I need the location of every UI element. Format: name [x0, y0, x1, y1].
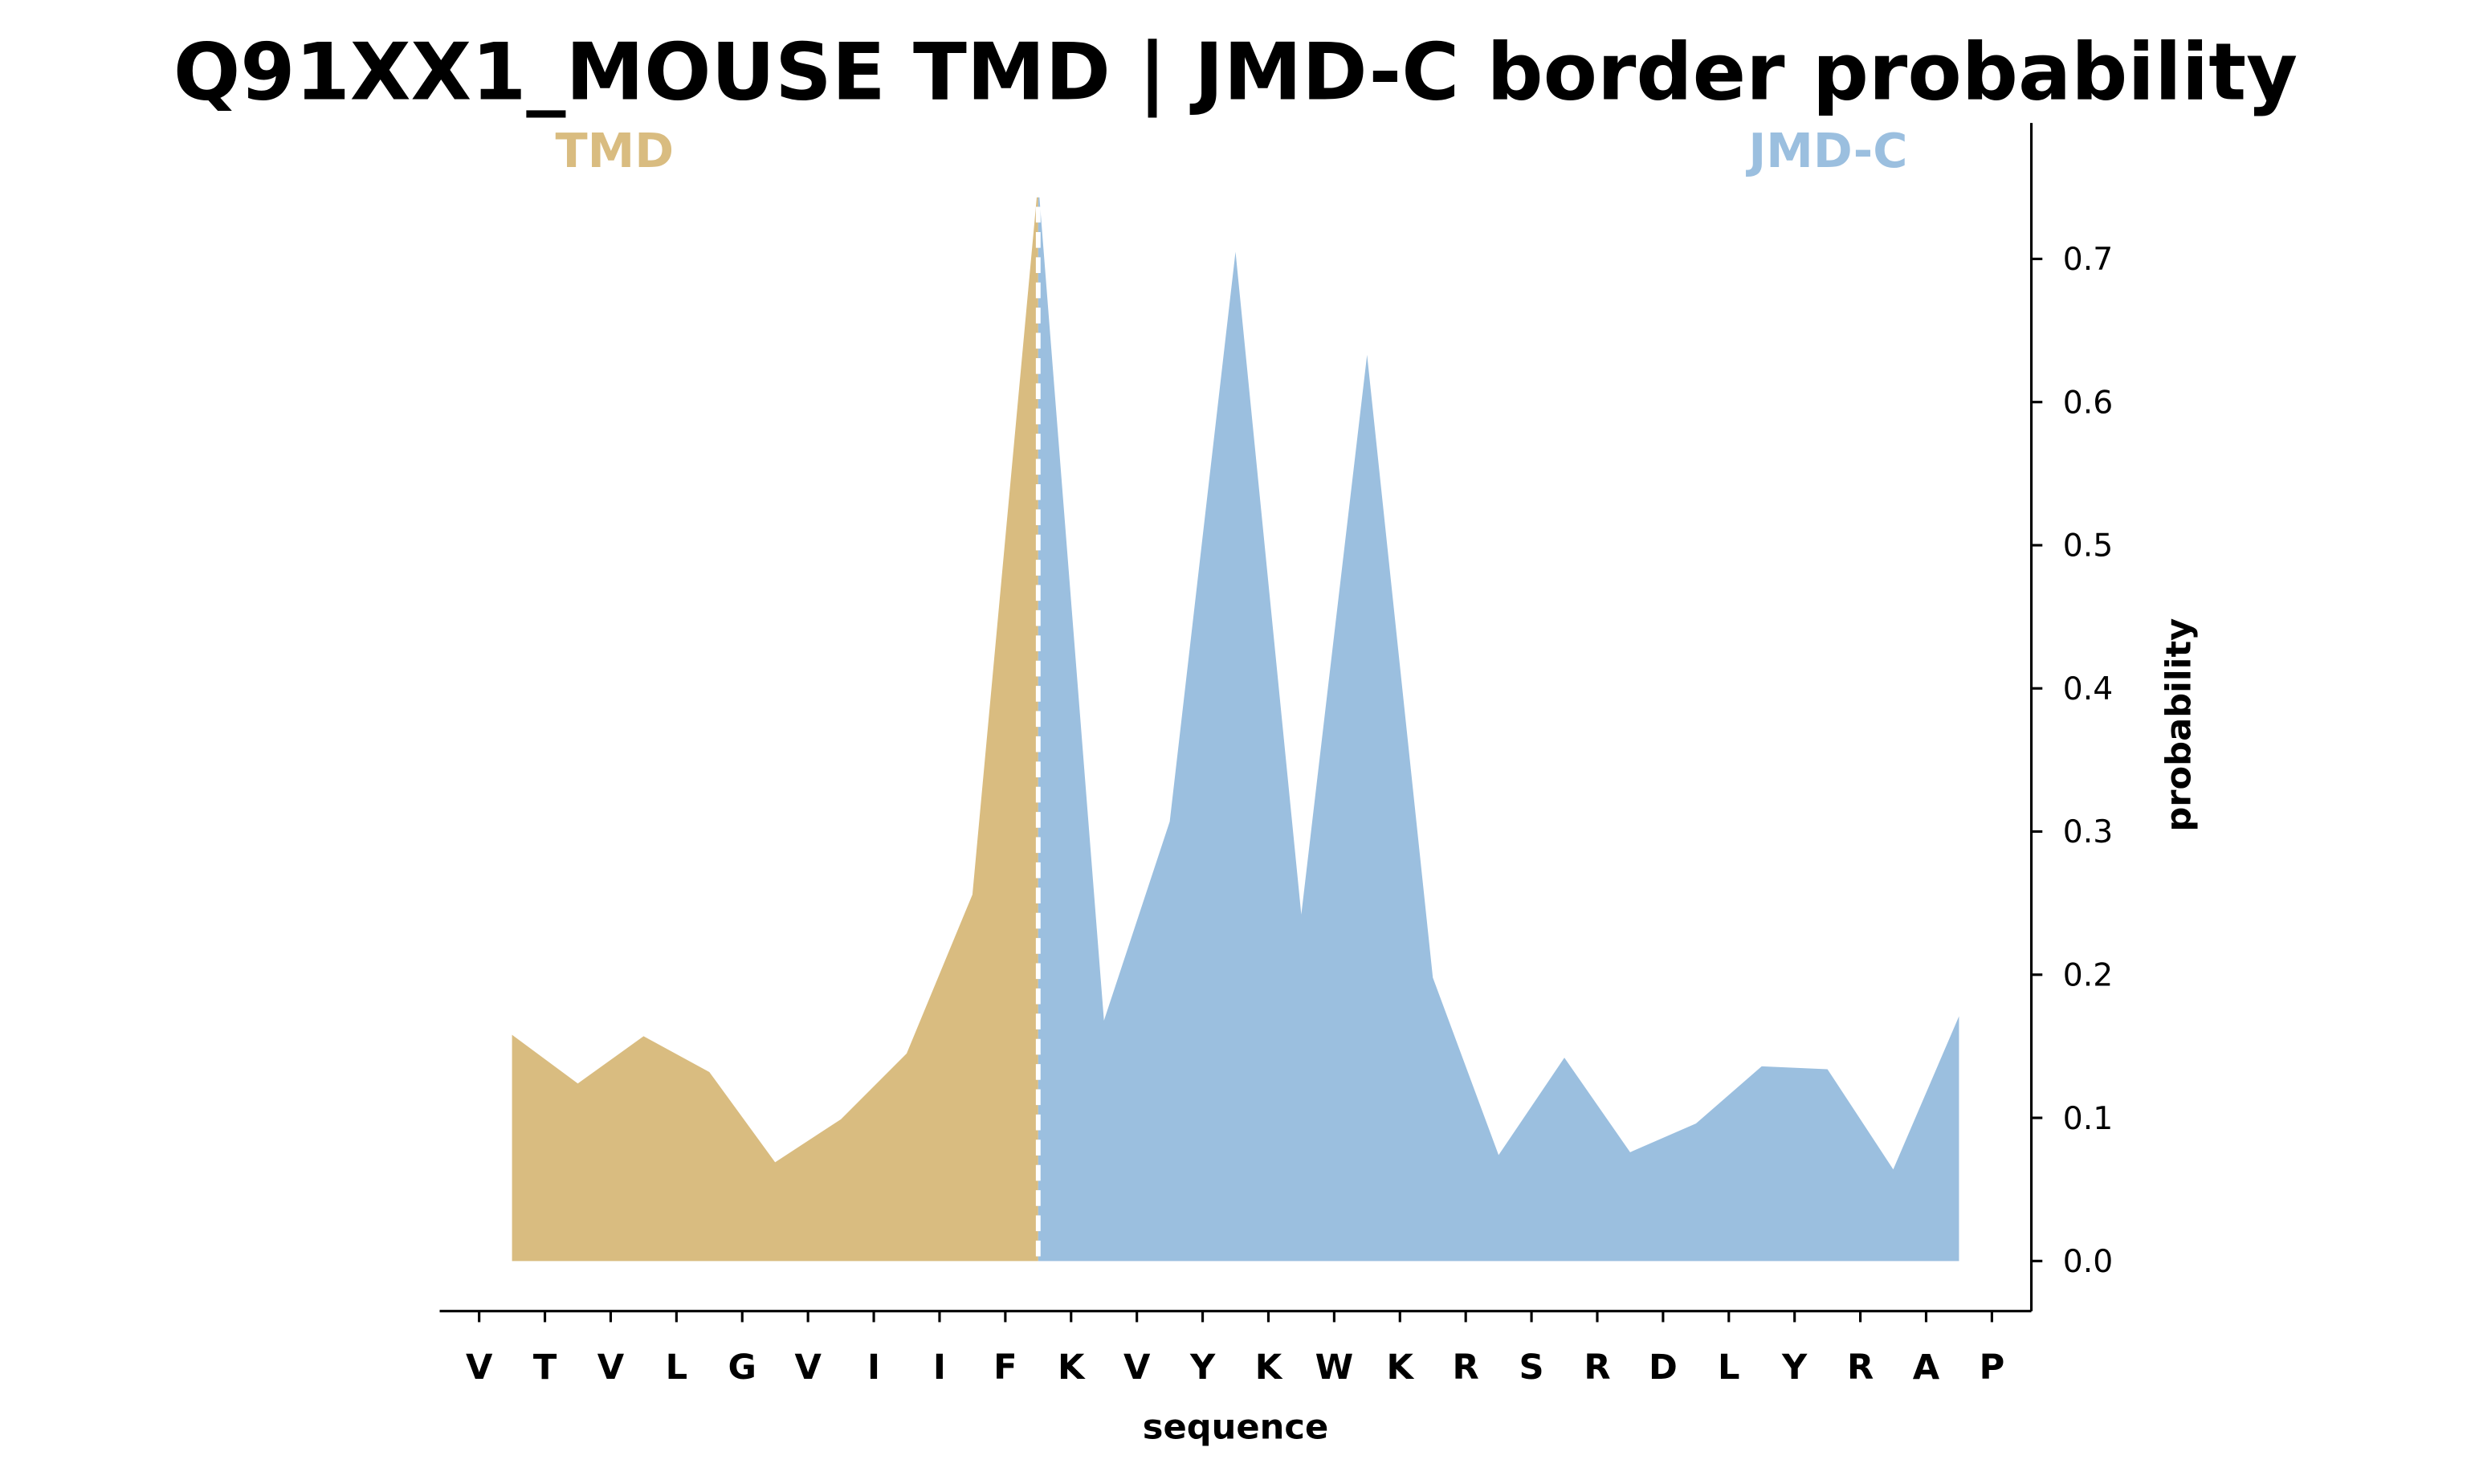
y-tick-label: 0.3: [2063, 814, 2113, 850]
y-tick-label: 0.0: [2063, 1244, 2113, 1280]
x-tick-label: V: [597, 1347, 625, 1388]
x-tick-label: I: [867, 1347, 880, 1388]
y-tick-label: 0.5: [2063, 528, 2113, 565]
x-tick-label: R: [1453, 1347, 1479, 1388]
area: [512, 181, 1038, 1262]
x-tick-label: V: [794, 1347, 822, 1388]
area: [1038, 181, 1959, 1262]
x-tick-label: Y: [1189, 1347, 1216, 1388]
x-tick-label: R: [1847, 1347, 1874, 1388]
plot: Q91XX1_MOUSE TMD | JMD-C border probabil…: [173, 27, 2298, 1448]
y-tick-label: 0.4: [2063, 671, 2113, 707]
x-tick-label: S: [1519, 1347, 1544, 1388]
y-tick-label: 0.7: [2063, 242, 2113, 278]
x-tick-label: D: [1649, 1347, 1678, 1388]
x-tick-label: R: [1584, 1347, 1610, 1388]
y-axis-label: probability: [2159, 618, 2200, 832]
x-tick-label: K: [1058, 1347, 1086, 1388]
x-tick-label: V: [1123, 1347, 1151, 1388]
x-tick-label: K: [1255, 1347, 1283, 1388]
x-tick-label: V: [466, 1347, 493, 1388]
x-tick-label: G: [728, 1347, 756, 1388]
x-tick-label: W: [1315, 1347, 1354, 1388]
y-tick-label: 0.2: [2063, 958, 2113, 994]
x-tick-label: T: [533, 1347, 557, 1388]
x-tick-label: P: [1980, 1347, 2005, 1388]
region-label: TMD: [556, 123, 675, 178]
x-tick-label: L: [666, 1347, 688, 1388]
x-axis-label: sequence: [1143, 1408, 1328, 1448]
region-label: JMD-C: [1745, 123, 1907, 178]
x-tick-label: I: [933, 1347, 946, 1388]
y-tick-label: 0.1: [2063, 1101, 2113, 1137]
x-tick-label: Y: [1781, 1347, 1808, 1388]
x-tick-label: A: [1913, 1347, 1940, 1388]
y-tick-label: 0.6: [2063, 385, 2113, 421]
x-tick-label: K: [1387, 1347, 1415, 1388]
x-tick-label: L: [1718, 1347, 1740, 1388]
x-tick-label: F: [993, 1347, 1017, 1388]
chart-title: Q91XX1_MOUSE TMD | JMD-C border probabil…: [173, 27, 2298, 119]
